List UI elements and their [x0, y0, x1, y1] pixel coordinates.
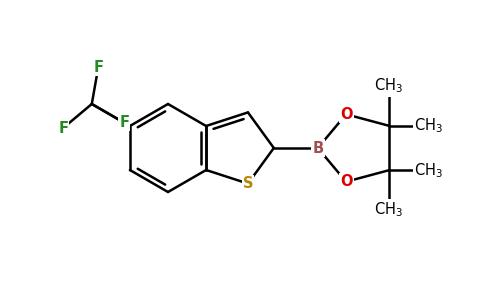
Text: O: O [340, 107, 352, 122]
Text: CH$_3$: CH$_3$ [414, 116, 443, 135]
Text: S: S [242, 176, 253, 191]
Text: CH$_3$: CH$_3$ [374, 201, 403, 219]
Text: F: F [93, 60, 103, 75]
Text: F: F [58, 121, 68, 136]
Text: F: F [119, 115, 129, 130]
Text: O: O [340, 174, 352, 189]
Text: CH$_3$: CH$_3$ [374, 77, 403, 95]
Text: CH$_3$: CH$_3$ [414, 161, 443, 180]
Text: B: B [312, 140, 323, 155]
